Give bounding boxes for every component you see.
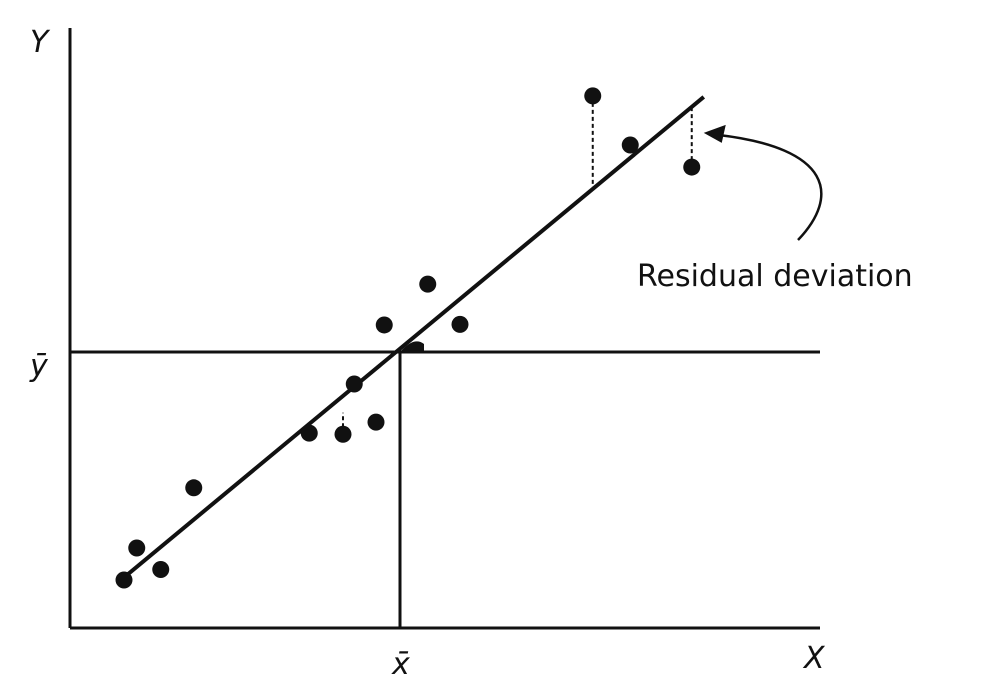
y-axis-label: Y (30, 25, 51, 60)
centroid-marker (400, 341, 424, 352)
data-point (584, 87, 602, 105)
x-mean-tick-label: x̄ (391, 647, 410, 682)
data-point (683, 158, 701, 176)
data-point (334, 425, 352, 443)
data-point (128, 539, 146, 557)
annotation-arrow-curve (717, 133, 823, 241)
axes (68, 28, 820, 630)
data-point (185, 479, 203, 497)
annotation-arrow-head (703, 124, 726, 143)
mean-lines (70, 350, 820, 628)
regression-line (124, 95, 706, 578)
annotation: Residual deviation (637, 124, 913, 294)
residual-deviation-label: Residual deviation (637, 259, 913, 294)
data-point (621, 136, 639, 154)
regression-line-group (124, 95, 706, 578)
data-point (300, 424, 318, 442)
x-axis-label: X (802, 641, 826, 676)
data-point (451, 315, 469, 333)
data-point (367, 413, 385, 431)
axis-labels: Y X ȳ x̄ (29, 25, 826, 682)
data-point (115, 571, 133, 589)
y-mean-tick-label: ȳ (29, 349, 49, 384)
data-point (345, 375, 363, 393)
data-point (375, 316, 393, 334)
data-point (152, 560, 170, 578)
data-point (419, 275, 437, 293)
data-points (115, 87, 701, 589)
